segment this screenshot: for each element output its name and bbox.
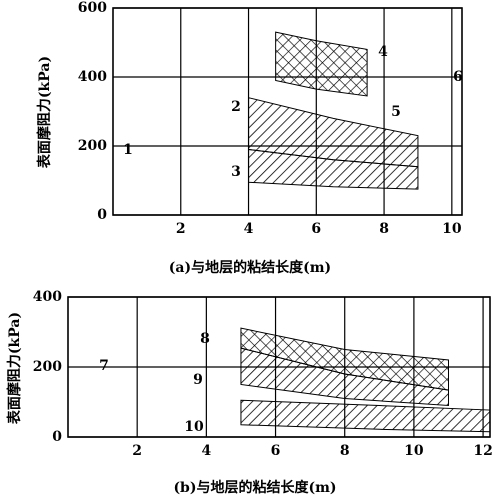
x-tick-label: 10: [442, 221, 462, 237]
y-axis-label: 表面摩阻力(kPa): [6, 312, 23, 425]
hatched-band: [275, 31, 368, 97]
y-tick-label: 200: [33, 359, 62, 375]
series-label: 3: [231, 164, 241, 180]
hatched-band: [240, 399, 491, 433]
x-tick-label: 6: [271, 443, 281, 459]
series-label: 9: [193, 372, 203, 388]
x-tick-label: 2: [132, 443, 142, 459]
x-tick-label: 6: [311, 221, 321, 237]
series-label: 4: [378, 44, 388, 60]
y-axis-label: 表面摩阻力(kPa): [36, 56, 53, 169]
x-tick-label: 4: [201, 443, 211, 459]
y-tick-label: 0: [52, 429, 62, 445]
y-tick-label: 400: [78, 69, 107, 85]
y-tick-label: 0: [97, 207, 107, 223]
x-tick-label: 2: [176, 221, 186, 237]
x-tick-label: 4: [244, 221, 254, 237]
y-tick-label: 400: [33, 289, 62, 305]
y-tick-label: 200: [78, 138, 107, 154]
plot-frame: [67, 296, 491, 438]
hatched-band: [248, 148, 419, 190]
y-tick-label: 600: [78, 0, 107, 16]
x-tick-label: 8: [340, 443, 350, 459]
series-label: 2: [231, 99, 241, 115]
x-tick-label: 12: [473, 443, 492, 459]
series-label: 8: [200, 331, 210, 347]
series-label: 10: [184, 419, 204, 435]
annotation: 7: [99, 358, 109, 374]
x-tick-label: 8: [379, 221, 389, 237]
x-axis-label: (b)与地层的粘结长度(m): [173, 479, 336, 496]
x-axis-label: (a)与地层的粘结长度(m): [169, 259, 331, 276]
hatched-band: [240, 347, 449, 407]
annotation: 5: [391, 104, 401, 120]
x-tick-label: 10: [404, 443, 424, 459]
annotation: 1: [123, 142, 133, 158]
plot-frame: [112, 7, 463, 216]
annotation: 6: [453, 69, 463, 85]
